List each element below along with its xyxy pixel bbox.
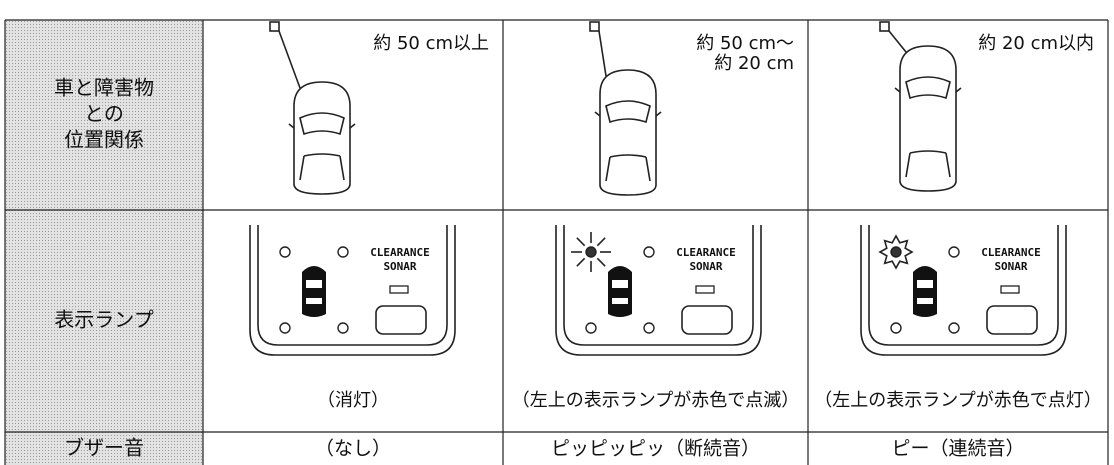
panel-frame <box>249 225 456 356</box>
distance-label: 約 50 cm以上 <box>373 33 489 54</box>
sonar-button <box>375 305 427 335</box>
indicator <box>1000 285 1020 294</box>
sonar-button <box>986 305 1038 335</box>
buzzer-cell: ピー（連続音） <box>891 438 1024 460</box>
car-icon-window <box>612 298 628 304</box>
distance-line <box>888 30 907 53</box>
position-diagram: 約 50 cm以上 <box>269 21 489 195</box>
obstacle <box>589 21 600 32</box>
panel-frame-inner <box>563 225 754 346</box>
lit-star <box>878 234 914 270</box>
lamp <box>337 246 349 258</box>
lamp <box>643 322 655 334</box>
position-diagram: 約 20 cm以内 <box>879 21 1094 192</box>
blink-ray <box>576 237 586 247</box>
distance-label: 約 20 cm <box>714 53 794 74</box>
car-rear <box>605 154 651 182</box>
car-windshield <box>605 100 651 124</box>
lamp <box>279 246 291 258</box>
panel-label: CLEARANCE <box>676 246 736 259</box>
lamp <box>337 322 349 334</box>
panel-label: CLEARANCE <box>370 246 430 259</box>
car-icon-window <box>306 298 322 304</box>
panel-frame-inner <box>257 225 448 346</box>
car-icon-window <box>612 280 628 288</box>
indicator <box>389 285 409 294</box>
car-icon-window <box>917 298 933 304</box>
buzzer-cell: （なし） <box>315 438 391 460</box>
obstacle <box>879 21 890 32</box>
car-rear <box>905 150 951 178</box>
distance-line <box>598 30 607 77</box>
position-diagram: 約 50 cm〜約 20 cm <box>589 21 794 196</box>
car-icon <box>913 266 937 317</box>
car-windshield <box>905 76 951 100</box>
car-rear <box>299 153 345 181</box>
lamp <box>279 322 291 334</box>
lamp-caption: （左上の表示ランプが赤色で点灯） <box>814 390 1101 411</box>
panel-frame <box>555 225 762 356</box>
row-header: 車と障害物 <box>54 76 154 100</box>
lamp <box>948 246 960 258</box>
car-mirror <box>655 111 662 117</box>
lamp-caption: （左上の表示ランプが赤色で点滅） <box>512 390 799 411</box>
car-mirror <box>594 111 601 117</box>
lamp <box>890 322 902 334</box>
lamp <box>585 246 597 258</box>
panel-label: CLEARANCE <box>981 246 1041 259</box>
lamp <box>948 322 960 334</box>
lamp <box>585 322 597 334</box>
car-icon <box>302 266 326 317</box>
car-icon-window <box>917 280 933 288</box>
car-body <box>293 81 351 195</box>
row-header: 位置関係 <box>64 128 144 152</box>
buzzer-cell: ピッピッピッ（断続音） <box>551 438 760 460</box>
blink-ray <box>596 237 606 247</box>
header-column <box>5 20 203 465</box>
car-icon <box>608 266 632 317</box>
car-mirror <box>894 87 901 93</box>
obstacle <box>269 21 280 32</box>
sonar-button <box>681 305 733 335</box>
lamp <box>643 246 655 258</box>
distance-line <box>278 30 301 89</box>
lamp-caption: （消灯） <box>317 390 389 411</box>
blink-ray <box>596 257 606 267</box>
blink-ray <box>576 257 586 267</box>
distance-label: 約 20 cm以内 <box>978 33 1094 54</box>
indicator <box>695 285 715 294</box>
row-header: 表示ランプ <box>54 308 153 332</box>
table-grid <box>4 19 1109 465</box>
car-icon-window <box>306 280 322 288</box>
car-body <box>599 69 657 196</box>
panel-frame-inner <box>868 225 1059 346</box>
row-header: ブザー音 <box>64 436 144 460</box>
car-mirror <box>288 123 295 129</box>
panel-label: SONAR <box>383 260 416 273</box>
car-windshield <box>299 112 345 136</box>
row-header: との <box>84 102 124 126</box>
distance-label: 約 50 cm〜 <box>696 33 794 54</box>
car-mirror <box>955 87 962 93</box>
panel-frame <box>860 225 1067 356</box>
car-body <box>899 45 957 192</box>
panel-label: SONAR <box>689 260 722 273</box>
lamp <box>890 246 902 258</box>
panel-label: SONAR <box>994 260 1027 273</box>
car-mirror <box>349 123 356 129</box>
